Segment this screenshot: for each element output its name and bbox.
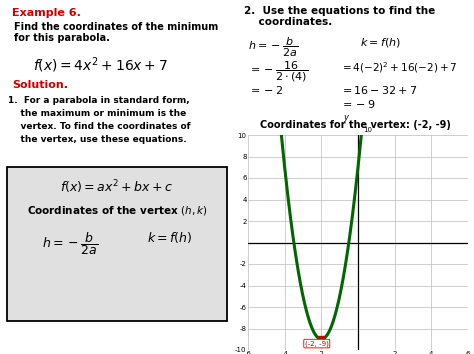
Text: vertex. To find the coordinates of: vertex. To find the coordinates of <box>8 122 191 131</box>
FancyBboxPatch shape <box>7 167 227 321</box>
Text: for this parabola.: for this parabola. <box>14 33 110 43</box>
Text: the maximum or minimum is the: the maximum or minimum is the <box>8 109 186 118</box>
Text: $= -\dfrac{16}{2 \cdot \left(4\right)}$: $= -\dfrac{16}{2 \cdot \left(4\right)}$ <box>248 60 308 85</box>
Text: Solution.: Solution. <box>12 80 68 90</box>
Text: (-2, -9): (-2, -9) <box>305 340 328 347</box>
Text: $h = -\dfrac{b}{2a}$: $h = -\dfrac{b}{2a}$ <box>42 230 98 257</box>
Text: $k = f\left(h\right)$: $k = f\left(h\right)$ <box>360 36 401 49</box>
Text: Find the coordinates of the minimum: Find the coordinates of the minimum <box>14 22 218 32</box>
Text: Coordinates for the vertex: (-2, -9): Coordinates for the vertex: (-2, -9) <box>260 120 450 130</box>
Text: 2.  Use the equations to find the: 2. Use the equations to find the <box>244 6 435 16</box>
Text: $f\left(x\right) = ax^2 + bx + c$: $f\left(x\right) = ax^2 + bx + c$ <box>60 178 173 196</box>
Text: Example 6.: Example 6. <box>12 8 81 18</box>
Text: $y$: $y$ <box>344 113 351 124</box>
Text: $k = f\left(h\right)$: $k = f\left(h\right)$ <box>147 230 193 245</box>
Text: Coordinates of the vertex $\left(h, k\right)$: Coordinates of the vertex $\left(h, k\ri… <box>27 204 207 217</box>
Text: 10: 10 <box>364 127 373 133</box>
Text: $h = -\dfrac{b}{2a}$: $h = -\dfrac{b}{2a}$ <box>248 36 298 59</box>
Text: $= 4\left(-2\right)^2 + 16\left(-2\right) + 7$: $= 4\left(-2\right)^2 + 16\left(-2\right… <box>340 60 457 75</box>
Text: the vertex, use these equations.: the vertex, use these equations. <box>8 135 187 144</box>
Text: 1.  For a parabola in standard form,: 1. For a parabola in standard form, <box>8 96 190 105</box>
Text: $f(x) = 4x^2 + 16x + 7$: $f(x) = 4x^2 + 16x + 7$ <box>33 55 167 75</box>
Text: coordinates.: coordinates. <box>244 17 332 27</box>
Text: $= 16 - 32 + 7$: $= 16 - 32 + 7$ <box>340 84 418 96</box>
Text: $= -9$: $= -9$ <box>340 98 376 110</box>
Text: $= -2$: $= -2$ <box>248 84 283 96</box>
